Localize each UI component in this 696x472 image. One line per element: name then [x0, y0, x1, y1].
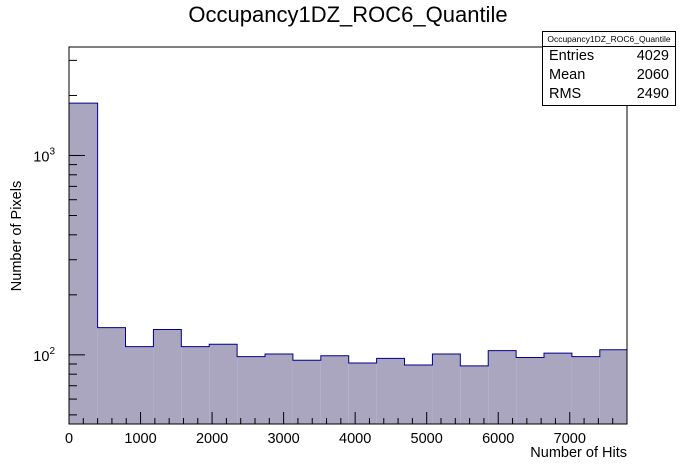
- x-tick-label: 2000: [196, 431, 228, 447]
- stats-value: 4029: [636, 48, 669, 64]
- histogram-bar: [376, 358, 405, 424]
- chart-title: Occupancy1DZ_ROC6_Quantile: [188, 2, 508, 27]
- histogram-bar: [320, 355, 349, 424]
- histogram-bar: [209, 344, 238, 424]
- stats-value: 2060: [636, 67, 669, 83]
- histogram-bar: [348, 363, 377, 424]
- histogram-bar: [571, 356, 600, 424]
- stats-box: Occupancy1DZ_ROC6_Quantile Entries 4029 …: [542, 31, 676, 106]
- stats-value: 2490: [636, 86, 669, 102]
- histogram-bar: [432, 353, 461, 424]
- histogram-bar: [125, 346, 154, 424]
- histogram-outline: [68, 102, 628, 424]
- plot-area: 0 1000 2000 3000 4000 5000 6000 7000 102 103: [33, 46, 628, 447]
- stats-row-rms: RMS 2490: [543, 85, 675, 104]
- histogram-bar: [97, 327, 126, 424]
- stats-label: RMS: [549, 86, 582, 102]
- histogram-bar: [265, 353, 293, 424]
- histogram-bar: [69, 103, 98, 424]
- histogram-bar: [516, 357, 545, 424]
- x-axis-label: Number of Hits: [530, 445, 627, 461]
- y-tick-label: 103: [33, 146, 55, 165]
- y-axis-label: Number of Pixels: [9, 181, 25, 291]
- histogram-bar: [599, 349, 627, 424]
- x-tick-label: 0: [65, 431, 73, 447]
- histogram-bar: [488, 350, 517, 424]
- stats-row-mean: Mean 2060: [543, 66, 675, 85]
- stats-row-entries: Entries 4029: [543, 47, 675, 66]
- x-tick-label: 4000: [339, 431, 371, 447]
- histogram-bar: [404, 364, 433, 424]
- stats-label: Entries: [549, 48, 595, 64]
- histogram-bar: [292, 360, 321, 424]
- x-tick-label: 7000: [554, 431, 586, 447]
- x-tick-label: 1000: [124, 431, 156, 447]
- x-tick-label: 3000: [267, 431, 299, 447]
- histogram-bar: [237, 356, 266, 424]
- plot-frame: [68, 46, 628, 425]
- histogram-bar: [153, 329, 182, 424]
- stats-box-title: Occupancy1DZ_ROC6_Quantile: [543, 32, 675, 47]
- stats-label: Mean: [549, 67, 586, 83]
- histogram-bar: [544, 353, 572, 424]
- histogram-bar: [181, 346, 210, 424]
- y-tick-label: 102: [33, 346, 55, 365]
- x-tick-label: 6000: [482, 431, 514, 447]
- x-tick-label: 5000: [411, 431, 443, 447]
- histogram-bar: [460, 365, 489, 424]
